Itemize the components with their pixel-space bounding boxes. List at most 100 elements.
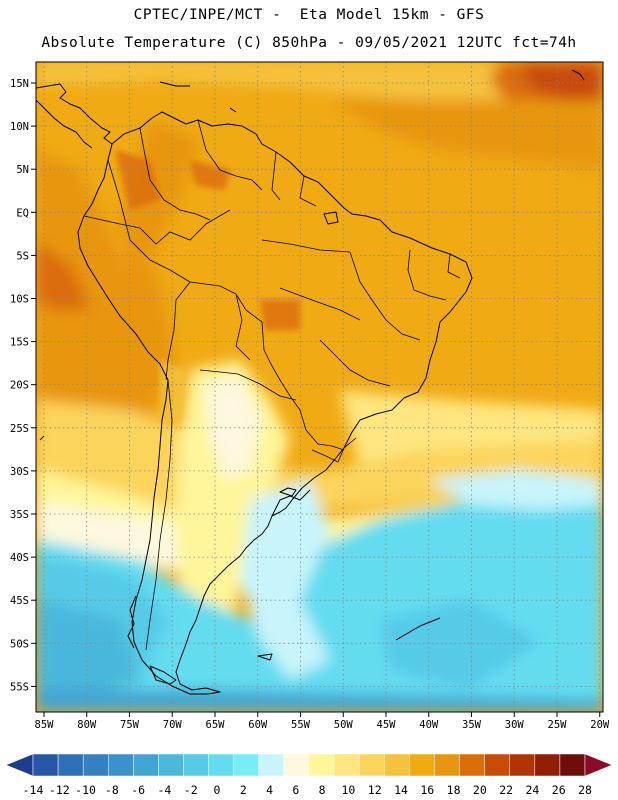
colorbar-labels: -14 -12 -10 -8 -6 -4 -2 0 2 4 6 8 10 12 14 16 18 20 22 24 26… — [23, 783, 592, 797]
colorbar-box — [283, 753, 310, 777]
coastlines — [35, 69, 585, 695]
colorbar-arrow-left — [5, 753, 34, 777]
border-brazil-state-7 — [447, 253, 461, 279]
border-brazil-state-2 — [261, 239, 351, 253]
colorbar-box — [133, 753, 159, 777]
grid-lines — [36, 62, 603, 712]
field-venezuela-hot — [115, 150, 160, 210]
lat-tick-label: 15N — [10, 78, 29, 90]
border-brazil-state-1 — [235, 293, 251, 361]
colorbar-boxes — [5, 753, 613, 777]
lon-tick-label: 20W — [590, 719, 610, 731]
colorbar-box — [183, 753, 209, 777]
field-atl-light — [430, 470, 603, 510]
border-bolivia-argentina — [199, 369, 297, 401]
colorbar-label: 26 — [552, 783, 566, 797]
lat-tick-label: 35S — [10, 509, 29, 521]
border-paraguay — [289, 395, 345, 451]
field-argentina-pale — [175, 360, 290, 660]
colorbar-box — [108, 753, 134, 777]
lat-tick-label: 10S — [10, 294, 29, 306]
chart-subtitle: Absolute Temperature (C) 850hPa - 09/05/… — [41, 35, 577, 51]
colorbar-label: -6 — [131, 783, 145, 797]
colorbar-box — [459, 753, 485, 777]
islands — [39, 435, 441, 641]
colorbar-label: 12 — [368, 783, 382, 797]
caribbean-isle — [159, 81, 190, 87]
tierra-del-fuego — [149, 665, 177, 685]
border-peru-bolivia — [165, 281, 191, 381]
border-brazil-state-3 — [349, 251, 421, 341]
lat-tick-label: 15S — [10, 337, 29, 349]
colorbar-box — [233, 753, 260, 777]
colorbar-box — [559, 753, 586, 777]
lat-tick-label: EQ — [16, 207, 29, 219]
lon-tick-label: 30W — [505, 719, 525, 731]
field-south-edge — [36, 690, 603, 712]
lon-tick-label: 25W — [548, 719, 568, 731]
border-guyana — [271, 151, 281, 201]
field-pacific-hot — [36, 240, 90, 310]
axis-ticks: 85W 80W 75W 70W 65W 60W 55W 50W 45W 40W 35W 30W 25W 2… — [10, 78, 610, 731]
colorbar-box — [484, 753, 510, 777]
lon-tick-label: 60W — [248, 719, 268, 731]
lat-tick-label: 10N — [10, 121, 29, 133]
border-brazil-state-4 — [279, 287, 361, 321]
colorbar-label: 28 — [578, 783, 592, 797]
colorbar-box — [358, 753, 385, 777]
colorbar-label: -12 — [49, 783, 70, 797]
caribbean-isle-2 — [229, 107, 237, 113]
colorbar-box — [409, 753, 435, 777]
colorbar-label: 14 — [394, 783, 408, 797]
colorbar-box — [333, 753, 360, 777]
border-colombia-venezuela — [139, 127, 211, 221]
colorbar-label: -2 — [184, 783, 198, 797]
border-brazil-state-5 — [319, 339, 391, 387]
lon-tick-label: 55W — [291, 719, 311, 731]
colorbar-box — [208, 753, 234, 777]
south-america-coast — [77, 111, 473, 695]
central-america-pacific — [35, 99, 93, 149]
central-america-coast — [35, 83, 113, 145]
temperature-field — [36, 62, 603, 712]
colorbar-label: -10 — [75, 783, 96, 797]
colorbar: -14 -12 -10 -8 -6 -4 -2 0 2 4 6 8 10 12 14 16 18 20 22 24 26… — [5, 753, 613, 797]
lon-tick-label: 75W — [120, 719, 140, 731]
field-tongue — [240, 480, 330, 680]
lat-tick-label: 30S — [10, 466, 29, 478]
colorbar-label: 18 — [447, 783, 461, 797]
colorbar-label: -14 — [23, 783, 44, 797]
colorbar-label: 4 — [266, 783, 273, 797]
colorbar-label: 6 — [292, 783, 299, 797]
colorbar-box — [509, 753, 536, 777]
colorbar-box — [534, 753, 561, 777]
lon-tick-label: 45W — [377, 719, 397, 731]
lon-tick-label: 80W — [77, 719, 97, 731]
field-pacific-orange — [36, 150, 160, 430]
country-borders — [83, 119, 461, 651]
colorbar-label: 2 — [240, 783, 247, 797]
field-mato-grosso-hot — [260, 300, 300, 330]
marajo — [323, 211, 339, 225]
lon-tick-label: 85W — [35, 719, 55, 731]
lon-tick-label: 35W — [462, 719, 482, 731]
colorbar-label: 10 — [341, 783, 355, 797]
lat-tick-label: 20S — [10, 380, 29, 392]
colorbar-arrow-right — [584, 753, 613, 777]
lat-tick-label: 5N — [16, 164, 29, 176]
field-sw-coldest — [36, 600, 140, 712]
falklands — [257, 653, 273, 661]
field-ne-hotter — [520, 62, 603, 108]
field-south-atl-patch — [380, 600, 540, 690]
lat-tick-label: 50S — [10, 638, 29, 650]
border-ecuador-peru — [107, 159, 191, 283]
chart-title: CPTEC/INPE/MCT - Eta Model 15km - GFS — [133, 7, 485, 23]
lon-tick-label: 70W — [163, 719, 183, 731]
field-guiana-hot — [190, 160, 230, 190]
colorbar-label: 0 — [214, 783, 221, 797]
colorbar-box — [158, 753, 184, 777]
colorbar-box — [82, 753, 109, 777]
chile-fjords — [127, 595, 137, 649]
field-north-band — [36, 62, 603, 105]
